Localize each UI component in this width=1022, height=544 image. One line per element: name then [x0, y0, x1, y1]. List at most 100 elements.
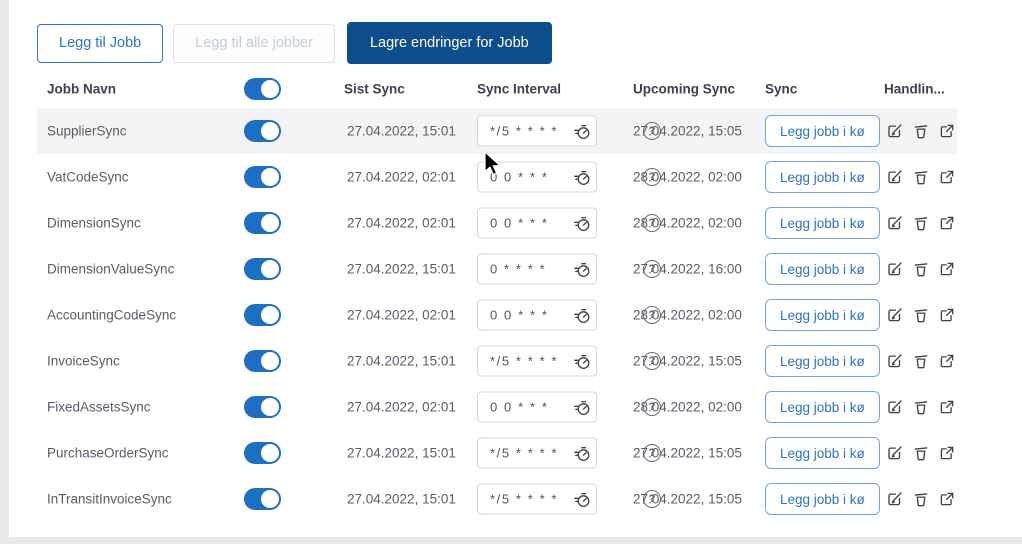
queue-job-button[interactable]: Legg jobb i kø [765, 483, 880, 515]
edit-icon[interactable] [886, 260, 904, 278]
delete-icon[interactable] [912, 352, 930, 370]
help-icon[interactable]: ? [643, 444, 661, 462]
open-external-icon[interactable] [938, 444, 956, 462]
job-enabled-toggle[interactable] [244, 166, 281, 188]
delete-icon[interactable] [912, 214, 930, 232]
last-sync-value: 27.04.2022, 15:01 [347, 123, 456, 139]
sync-interval-input[interactable] [477, 391, 597, 423]
toggle-knob [260, 121, 280, 141]
job-enabled-toggle[interactable] [244, 304, 281, 326]
toggle-knob [260, 489, 280, 509]
delete-icon[interactable] [912, 306, 930, 324]
edit-icon[interactable] [886, 122, 904, 140]
row-actions [886, 168, 956, 186]
sync-interval-input[interactable] [477, 207, 597, 239]
sync-interval-input[interactable] [477, 345, 597, 377]
queue-job-button[interactable]: Legg jobb i kø [765, 115, 880, 147]
job-name: VatCodeSync [47, 169, 129, 185]
sync-interval-field [477, 207, 597, 239]
queue-job-button[interactable]: Legg jobb i kø [765, 437, 880, 469]
edit-icon[interactable] [886, 444, 904, 462]
help-icon[interactable]: ? [643, 306, 661, 324]
help-icon[interactable]: ? [643, 214, 661, 232]
delete-icon[interactable] [912, 398, 930, 416]
last-sync-value: 27.04.2022, 15:01 [347, 491, 456, 507]
queue-job-button[interactable]: Legg jobb i kø [765, 391, 880, 423]
edit-icon[interactable] [886, 168, 904, 186]
edit-icon[interactable] [886, 398, 904, 416]
sync-interval-input[interactable] [477, 483, 597, 515]
row-actions [886, 352, 956, 370]
toggle-knob [260, 259, 280, 279]
delete-icon[interactable] [912, 490, 930, 508]
job-enabled-toggle[interactable] [244, 396, 281, 418]
open-external-icon[interactable] [938, 168, 956, 186]
job-name: InTransitInvoiceSync [47, 491, 172, 507]
help-icon[interactable]: ? [643, 398, 661, 416]
master-toggle[interactable] [244, 78, 281, 100]
help-icon[interactable]: ? [643, 352, 661, 370]
job-name: AccountingCodeSync [47, 307, 177, 323]
job-name: DimensionValueSync [47, 261, 175, 277]
stopwatch-icon [574, 216, 590, 231]
help-icon[interactable]: ? [643, 122, 661, 140]
header-upcoming-sync: Upcoming Sync [633, 81, 736, 97]
add-job-button[interactable]: Legg til Jobb [37, 23, 164, 63]
open-external-icon[interactable] [938, 260, 956, 278]
header-sync: Sync [765, 81, 798, 97]
stopwatch-icon [574, 400, 590, 415]
open-external-icon[interactable] [938, 490, 956, 508]
row-actions [886, 444, 956, 462]
table-row: FixedAssetsSync 27.04.2022, 02:01 ? 28.0… [37, 384, 957, 430]
add-all-jobs-button[interactable]: Legg til alle jobber [173, 23, 335, 63]
sync-interval-input[interactable] [477, 437, 597, 469]
row-actions [886, 260, 956, 278]
sync-interval-input[interactable] [477, 115, 597, 147]
job-enabled-toggle[interactable] [244, 258, 281, 280]
job-enabled-toggle[interactable] [244, 442, 281, 464]
job-enabled-toggle[interactable] [244, 350, 281, 372]
help-icon[interactable]: ? [643, 490, 661, 508]
help-icon[interactable]: ? [643, 260, 661, 278]
toggle-knob [260, 79, 280, 99]
open-external-icon[interactable] [938, 352, 956, 370]
delete-icon[interactable] [912, 444, 930, 462]
stopwatch-icon [574, 354, 590, 369]
job-enabled-toggle[interactable] [244, 212, 281, 234]
header-sync-interval: Sync Interval [477, 81, 562, 97]
open-external-icon[interactable] [938, 398, 956, 416]
toggle-knob [260, 351, 280, 371]
sync-interval-field [477, 483, 597, 515]
toggle-knob [260, 443, 280, 463]
queue-job-button[interactable]: Legg jobb i kø [765, 299, 880, 331]
sync-interval-input[interactable] [477, 299, 597, 331]
table-row: DimensionValueSync 27.04.2022, 15:01 ? 2… [37, 246, 957, 292]
queue-job-button[interactable]: Legg jobb i kø [765, 253, 880, 285]
last-sync-value: 27.04.2022, 15:01 [347, 445, 456, 461]
header-actions: Handlin... [884, 81, 945, 97]
queue-job-button[interactable]: Legg jobb i kø [765, 345, 880, 377]
delete-icon[interactable] [912, 122, 930, 140]
edit-icon[interactable] [886, 352, 904, 370]
delete-icon[interactable] [912, 260, 930, 278]
queue-job-button[interactable]: Legg jobb i kø [765, 161, 880, 193]
last-sync-value: 27.04.2022, 02:01 [347, 307, 456, 323]
edit-icon[interactable] [886, 306, 904, 324]
edit-icon[interactable] [886, 214, 904, 232]
job-enabled-toggle[interactable] [244, 488, 281, 510]
open-external-icon[interactable] [938, 122, 956, 140]
stopwatch-icon [574, 492, 590, 507]
sync-interval-input[interactable] [477, 253, 597, 285]
upcoming-sync-value: 27.04.2022, 15:05 [633, 123, 742, 139]
queue-job-button[interactable]: Legg jobb i kø [765, 207, 880, 239]
content-panel: Legg til Jobb Legg til alle jobber Lagre… [9, 0, 1022, 537]
open-external-icon[interactable] [938, 214, 956, 232]
job-enabled-toggle[interactable] [244, 120, 281, 142]
help-icon[interactable]: ? [643, 168, 661, 186]
edit-icon[interactable] [886, 490, 904, 508]
open-external-icon[interactable] [938, 306, 956, 324]
save-changes-button[interactable]: Lagre endringer for Jobb [346, 22, 552, 64]
header-job-name: Jobb Navn [47, 81, 117, 97]
toolbar: Legg til Jobb Legg til alle jobber Lagre… [37, 22, 552, 64]
delete-icon[interactable] [912, 168, 930, 186]
